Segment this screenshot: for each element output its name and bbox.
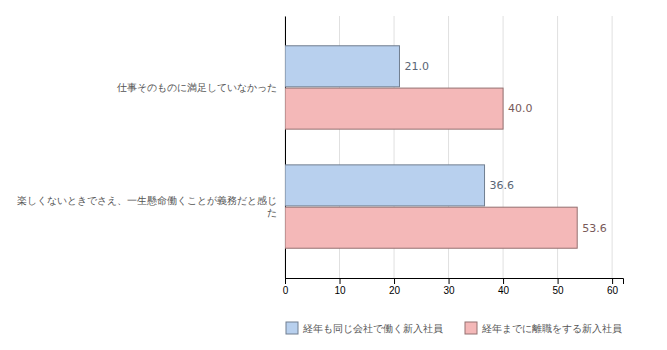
- legend-label: 経年までに離職をする新入社員: [481, 323, 622, 334]
- x-tick-label: 40: [498, 285, 510, 296]
- x-axis-line: [286, 279, 624, 285]
- legend: 経年も同じ会社で働く新入社員 経年までに離職をする新入社員: [286, 322, 622, 334]
- x-axis: 0 10 20 30 40 50 60: [283, 278, 624, 296]
- x-tick: 30: [443, 278, 455, 296]
- x-tick-mark: [558, 278, 559, 284]
- x-tick-label: 30: [443, 285, 455, 296]
- y-axis: 仕事そのものに満足していなかった楽しくないときでさえ、一生懸命働くことが義務だと…: [17, 17, 286, 279]
- x-tick-mark: [340, 278, 341, 284]
- x-tick: 40: [498, 278, 510, 296]
- data-label: 21.0: [404, 60, 429, 73]
- y-tick-label: 仕事そのものに満足していなかった: [117, 82, 277, 93]
- x-tick: 60: [607, 278, 619, 296]
- legend-item: 経年までに離職をする新入社員: [465, 322, 622, 334]
- data-labels: 36.6 21.0 53.6 40.0: [404, 60, 606, 234]
- bars: [285, 46, 577, 248]
- y-tick-label: 楽しくないときでさえ、一生懸命働くことが義務だと感じた: [17, 195, 277, 218]
- x-tick: 20: [389, 278, 401, 296]
- x-tick-label: 20: [389, 285, 401, 296]
- x-tick: 10: [334, 278, 346, 296]
- bar: [285, 165, 485, 206]
- x-tick-mark: [612, 278, 613, 284]
- data-label: 40.0: [508, 102, 533, 115]
- y-tick: 楽しくないときでさえ、一生懸命働くことが義務だと感じた: [17, 195, 277, 218]
- y-tick: 仕事そのものに満足していなかった: [117, 82, 277, 93]
- bar: [285, 88, 503, 129]
- x-tick-label: 50: [553, 285, 565, 296]
- x-tick-mark: [394, 278, 395, 284]
- bar: [285, 46, 399, 87]
- legend-swatch: [286, 322, 298, 334]
- x-tick: 50: [553, 278, 565, 296]
- legend-label: 経年も同じ会社で働く新入社員: [302, 323, 443, 334]
- x-tick-label: 10: [334, 285, 346, 296]
- plot: 0 10 20 30 40 50 60 仕事そのものに満足していなかった楽しくないときでさえ、…: [17, 16, 624, 296]
- grid: [285, 16, 612, 278]
- bar: [285, 207, 577, 248]
- chart: 0 10 20 30 40 50 60 仕事そのものに満足していなかった楽しくないときでさえ、…: [0, 0, 667, 350]
- x-tick-mark: [449, 278, 450, 284]
- x-tick-label: 0: [283, 285, 289, 296]
- x-tick-label: 60: [607, 285, 619, 296]
- x-tick: 0: [283, 278, 289, 296]
- legend-item: 経年も同じ会社で働く新入社員: [286, 322, 443, 334]
- x-tick-mark: [285, 278, 286, 284]
- legend-swatch: [465, 322, 477, 334]
- data-label: 53.6: [582, 222, 607, 235]
- x-tick-mark: [503, 278, 504, 284]
- grid-line: [612, 16, 613, 278]
- data-label: 36.6: [490, 179, 515, 192]
